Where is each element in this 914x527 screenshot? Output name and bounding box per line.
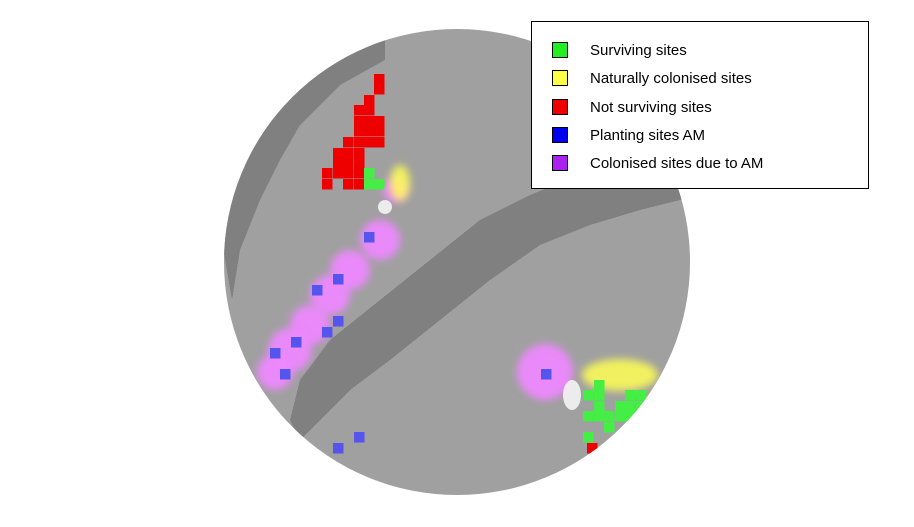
planting-site-am	[333, 316, 344, 327]
not-surviving-site	[374, 74, 385, 85]
surviving-site	[583, 432, 594, 443]
surviving-site	[604, 411, 615, 422]
not-surviving-site	[374, 84, 385, 95]
colonised-glow-layer	[257, 165, 658, 410]
not-surviving-site	[354, 137, 365, 148]
surviving-site	[625, 411, 636, 422]
legend-item-naturally-colonised: Naturally colonised sites	[552, 69, 752, 87]
planting-site-am	[541, 369, 552, 380]
surviving-site	[594, 411, 605, 422]
not-surviving-site	[364, 137, 375, 148]
transition-glow	[563, 380, 581, 410]
not-surviving-site	[364, 105, 375, 116]
surviving-site	[594, 401, 605, 412]
legend-label-naturally-colonised: Naturally colonised sites	[590, 69, 752, 87]
planting-site-am	[291, 337, 302, 348]
legend-item-not-surviving: Not surviving sites	[552, 98, 712, 116]
not-surviving-site	[354, 158, 365, 169]
legend-item-planting-am: Planting sites AM	[552, 126, 705, 144]
naturally-colonised-glow	[582, 359, 658, 391]
transition-glow	[378, 200, 392, 214]
not-surviving-site	[364, 95, 375, 106]
legend-label-not-surviving: Not surviving sites	[590, 98, 712, 116]
surviving-site	[625, 390, 636, 401]
colonised-am-glow	[360, 220, 400, 260]
legend-swatch-not-surviving	[552, 99, 568, 115]
surviving-site	[604, 422, 615, 433]
planting-site-am	[322, 327, 333, 338]
planting-site-am	[312, 285, 323, 296]
not-surviving-site	[354, 105, 365, 116]
not-surviving-site	[354, 179, 365, 190]
surviving-site	[636, 401, 647, 412]
legend-swatch-planting-am	[552, 127, 568, 143]
not-surviving-site	[333, 168, 344, 179]
surviving-site	[625, 401, 636, 412]
not-surviving-site	[364, 126, 375, 137]
not-surviving-site	[354, 168, 365, 179]
legend-swatch-colonised-am	[552, 155, 568, 171]
not-surviving-site	[322, 179, 333, 190]
surviving-site	[583, 390, 594, 401]
surviving-site	[594, 380, 605, 391]
not-surviving-site	[354, 148, 365, 159]
surviving-site	[364, 168, 375, 179]
surviving-site	[615, 411, 626, 422]
legend-item-colonised-am: Colonised sites due to AM	[552, 154, 763, 172]
not-surviving-site	[343, 148, 354, 159]
not-surviving-site	[354, 116, 365, 127]
not-surviving-site	[333, 148, 344, 159]
legend: Surviving sites Naturally colonised site…	[531, 21, 869, 189]
not-surviving-site	[374, 116, 385, 127]
not-surviving-site	[343, 137, 354, 148]
planting-site-am	[364, 232, 375, 243]
not-surviving-site	[343, 168, 354, 179]
legend-swatch-surviving	[552, 42, 568, 58]
planting-site-am	[333, 274, 344, 285]
surviving-site	[583, 411, 594, 422]
not-surviving-site	[343, 158, 354, 169]
legend-label-colonised-am: Colonised sites due to AM	[590, 154, 764, 172]
planting-site-am	[354, 432, 365, 443]
not-surviving-site	[343, 179, 354, 190]
planting-site-am	[333, 443, 344, 454]
colonised-am-glow	[257, 354, 293, 390]
not-surviving-site	[587, 443, 598, 454]
legend-item-surviving: Surviving sites	[552, 41, 687, 59]
not-surviving-site	[333, 158, 344, 169]
not-surviving-site	[374, 126, 385, 137]
planting-site-am	[270, 348, 281, 359]
planting-site-am	[280, 369, 291, 380]
surviving-site	[615, 401, 626, 412]
surviving-site	[636, 390, 647, 401]
legend-swatch-naturally-colonised	[552, 70, 568, 86]
surviving-site	[594, 390, 605, 401]
surviving-site	[374, 179, 385, 190]
legend-label-surviving: Surviving sites	[590, 41, 687, 59]
site-cells	[270, 74, 647, 454]
not-surviving-site	[322, 168, 333, 179]
naturally-colonised-glow	[390, 165, 410, 201]
not-surviving-site	[374, 137, 385, 148]
surviving-site	[364, 179, 375, 190]
not-surviving-site	[354, 126, 365, 137]
legend-label-planting-am: Planting sites AM	[590, 126, 706, 144]
not-surviving-site	[364, 116, 375, 127]
